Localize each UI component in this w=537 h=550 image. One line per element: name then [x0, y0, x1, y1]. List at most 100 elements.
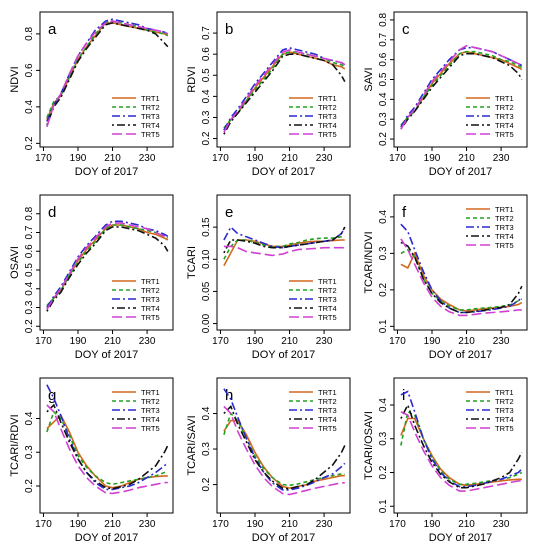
y-tick-label: 0.2 — [24, 479, 35, 493]
legend-label-trt3: TRT3 — [141, 112, 160, 121]
x-axis-label: DOY of 2017 — [252, 166, 315, 178]
y-tick-label: 0.4 — [24, 281, 35, 295]
legend-label-trt1: TRT1 — [318, 94, 337, 103]
panel-letter: b — [225, 21, 233, 38]
legend-label-trt4: TRT4 — [495, 415, 514, 424]
series-line-trt3 — [400, 223, 523, 314]
panel-letter: a — [48, 21, 57, 38]
legend-label-trt2: TRT2 — [495, 214, 514, 223]
y-tick-label: 0.7 — [24, 225, 35, 239]
panel-letter: d — [48, 204, 56, 221]
y-tick-label: 0.2 — [378, 132, 389, 146]
plot-frame — [393, 194, 528, 331]
legend-label-trt4: TRT4 — [495, 121, 514, 130]
x-tick-label: 230 — [493, 336, 510, 347]
series-line-trt2 — [46, 410, 168, 486]
x-tick-label: 190 — [70, 519, 87, 530]
y-axis-label: OSAVI — [9, 246, 21, 279]
y-tick-label: 0.2 — [24, 136, 35, 150]
y-tick-label: 0.3 — [24, 445, 35, 459]
y-tick-label: 0.4 — [378, 210, 389, 224]
plot-frame — [39, 377, 174, 514]
plot-frame — [393, 377, 528, 514]
y-tick-label: 0.3 — [201, 110, 212, 124]
x-tick-label: 210 — [458, 153, 475, 164]
series-line-trt2 — [46, 224, 169, 307]
series-line-trt3 — [46, 220, 169, 308]
series-line-trt4 — [400, 241, 523, 314]
y-tick-label: 0.3 — [378, 431, 389, 445]
legend-label-trt1: TRT1 — [141, 94, 160, 103]
y-tick-label: 0.4 — [24, 99, 35, 113]
x-tick-label: 230 — [493, 153, 510, 164]
legend-label-trt1: TRT1 — [141, 277, 160, 286]
chart-panel-f: 170 190 210 230 0.1 0.2 0.3 0.4 DOY of 2017 TCARI… — [363, 194, 528, 361]
panel-letter: i — [402, 387, 405, 404]
chart-panel-a: 170 190 210 230 0.2 0.4 0.6 0.8 DOY of 2017 NDVI a… — [9, 11, 174, 178]
x-axis-label: DOY of 2017 — [429, 166, 492, 178]
y-tick-label: 0.7 — [378, 32, 389, 46]
legend-label-trt5: TRT5 — [495, 130, 514, 139]
legend-label-trt1: TRT1 — [141, 388, 160, 397]
y-tick-label: 0.5 — [24, 263, 35, 277]
x-tick-label: 170 — [389, 153, 406, 164]
x-axis-label: DOY of 2017 — [75, 532, 138, 544]
y-tick-label: 0.1 — [378, 319, 389, 333]
y-axis-label: TCARI/NDVI — [363, 231, 375, 293]
y-axis-label: TCARI/SAVI — [186, 415, 198, 475]
x-tick-label: 190 — [247, 336, 264, 347]
legend-label-trt2: TRT2 — [141, 286, 160, 295]
legend-label-trt3: TRT3 — [141, 406, 160, 415]
x-tick-label: 190 — [424, 519, 441, 530]
y-tick-label: 0.2 — [201, 477, 212, 491]
y-tick-label: 0.8 — [378, 13, 389, 27]
x-tick-label: 170 — [389, 519, 406, 530]
y-tick-label: 0.2 — [378, 465, 389, 479]
series-group — [46, 220, 169, 312]
y-tick-label: 0.5 — [201, 68, 212, 82]
y-tick-label: 0.2 — [201, 131, 212, 145]
y-tick-label: 0.05 — [201, 281, 212, 301]
y-tick-label: 0.2 — [24, 319, 35, 333]
series-line-trt5 — [46, 20, 169, 128]
x-tick-label: 190 — [247, 153, 264, 164]
legend-label-trt2: TRT2 — [141, 397, 160, 406]
y-tick-label: 0.6 — [378, 52, 389, 66]
x-tick-label: 170 — [212, 336, 229, 347]
x-axis-label: DOY of 2017 — [252, 349, 315, 361]
series-line-trt5 — [400, 238, 522, 317]
x-tick-label: 230 — [139, 519, 156, 530]
legend-label-trt1: TRT1 — [318, 388, 337, 397]
series-line-trt5 — [400, 411, 522, 492]
x-tick-label: 170 — [35, 336, 52, 347]
legend-label-trt1: TRT1 — [495, 205, 514, 214]
x-tick-label: 210 — [281, 153, 298, 164]
x-axis-label: DOY of 2017 — [429, 532, 492, 544]
series-line-trt3 — [400, 390, 523, 488]
legend-label-trt1: TRT1 — [318, 277, 337, 286]
legend-label-trt2: TRT2 — [318, 286, 337, 295]
series-line-trt2 — [223, 51, 346, 129]
series-line-trt3 — [223, 388, 346, 491]
legend-label-trt5: TRT5 — [495, 424, 514, 433]
y-tick-label: 0.10 — [201, 249, 212, 269]
y-tick-label: 0.6 — [24, 63, 35, 77]
legend-label-trt2: TRT2 — [318, 397, 337, 406]
y-tick-label: 0.8 — [24, 206, 35, 220]
panel-letter: c — [402, 21, 410, 38]
series-line-trt4 — [46, 403, 169, 490]
y-tick-label: 0.1 — [378, 499, 389, 513]
x-tick-label: 210 — [104, 336, 121, 347]
plot-frame — [216, 11, 351, 148]
legend-label-trt5: TRT5 — [318, 424, 337, 433]
y-tick-label: 0.3 — [201, 442, 212, 456]
panel-letter: f — [402, 204, 407, 221]
chart-panel-i: 170 190 210 230 0.1 0.2 0.3 0.4 DOY of 2017 TCARI… — [363, 377, 528, 544]
y-tick-label: 0.15 — [201, 217, 212, 237]
y-axis-label: NDVI — [9, 66, 21, 92]
series-group — [46, 18, 169, 128]
chart-panel-e: 170 190 210 230 0.00 0.05 0.10 0.15 DOY of 2017 T… — [186, 194, 351, 361]
legend-label-trt3: TRT3 — [318, 112, 337, 121]
panel-letter: e — [225, 204, 233, 221]
series-line-trt5 — [400, 44, 523, 130]
